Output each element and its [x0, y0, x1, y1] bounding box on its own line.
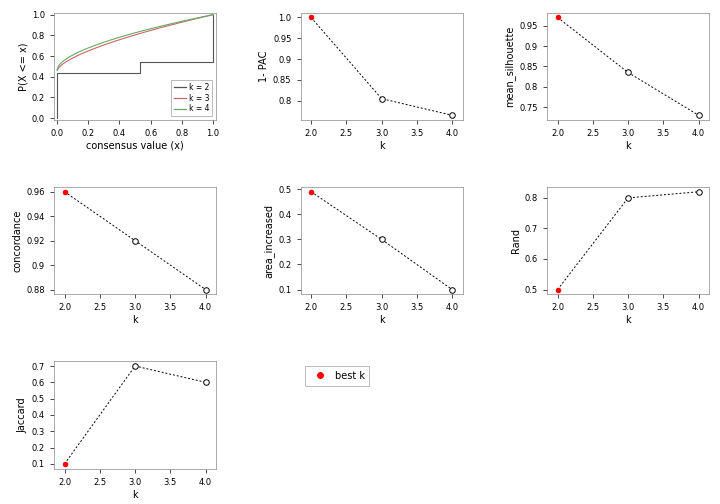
Y-axis label: Jaccard: Jaccard — [17, 397, 27, 433]
Y-axis label: concordance: concordance — [12, 210, 22, 272]
Y-axis label: area_increased: area_increased — [264, 204, 274, 278]
X-axis label: k: k — [379, 316, 384, 325]
Y-axis label: mean_silhouette: mean_silhouette — [505, 26, 516, 107]
X-axis label: k: k — [625, 316, 631, 325]
X-axis label: consensus value (x): consensus value (x) — [86, 141, 184, 151]
X-axis label: k: k — [132, 489, 138, 499]
Y-axis label: 1- PAC: 1- PAC — [258, 51, 269, 82]
Y-axis label: P(X <= x): P(X <= x) — [19, 42, 29, 91]
Legend: k = 2, k = 3, k = 4: k = 2, k = 3, k = 4 — [171, 80, 212, 116]
Y-axis label: Rand: Rand — [510, 228, 521, 253]
X-axis label: k: k — [132, 316, 138, 325]
X-axis label: k: k — [625, 141, 631, 151]
Legend: best k: best k — [305, 366, 369, 386]
X-axis label: k: k — [379, 141, 384, 151]
